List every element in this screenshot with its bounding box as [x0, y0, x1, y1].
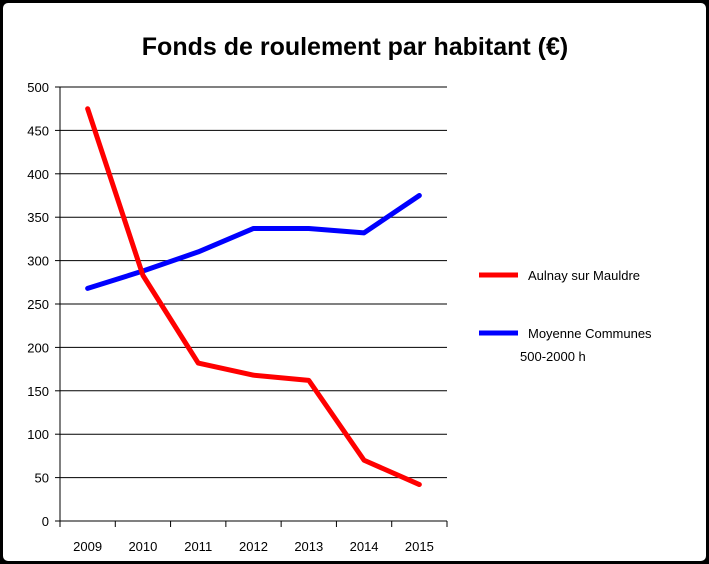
- y-tick-label: 500: [27, 80, 49, 95]
- legend-label: Moyenne Communes: [528, 326, 652, 341]
- x-tick-label: 2014: [350, 539, 379, 554]
- x-tick-label: 2011: [184, 539, 212, 554]
- y-tick-label: 350: [27, 210, 49, 225]
- y-tick-label: 200: [27, 340, 49, 355]
- y-tick-label: 0: [42, 514, 49, 529]
- line-chart: Fonds de roulement par habitant (€) 0 50 1…: [27, 33, 652, 554]
- x-tick-labels: 2009 2010 2011 2012 2013 2014 2015: [73, 539, 434, 554]
- y-tick-label: 100: [27, 427, 49, 442]
- legend: Aulnay sur Mauldre Moyenne Communes 500-20…: [479, 268, 652, 364]
- y-tick-label: 300: [27, 254, 49, 269]
- x-tick-label: 2013: [294, 539, 323, 554]
- gridlines: [60, 86, 447, 479]
- series-line-1: [85, 193, 422, 291]
- x-tick-label: 2012: [239, 539, 268, 554]
- x-tick-label: 2015: [405, 539, 434, 554]
- y-tick-label: 450: [27, 123, 49, 138]
- y-tick-labels: 0 50 100 150 200 250 300 350 400 450 500: [27, 80, 49, 529]
- legend-label: 500-2000 h: [520, 349, 586, 364]
- y-tick-label: 250: [27, 297, 49, 312]
- series-lines: [85, 106, 422, 488]
- legend-label: Aulnay sur Mauldre: [528, 268, 640, 283]
- y-tick-label: 50: [35, 471, 49, 486]
- x-tick-label: 2010: [128, 539, 157, 554]
- y-tick-label: 400: [27, 167, 49, 182]
- series-line-0: [85, 106, 422, 488]
- y-tick-label: 150: [27, 384, 49, 399]
- x-tick-label: 2009: [73, 539, 102, 554]
- chart-title: Fonds de roulement par habitant (€): [142, 33, 568, 61]
- axes: [55, 86, 448, 527]
